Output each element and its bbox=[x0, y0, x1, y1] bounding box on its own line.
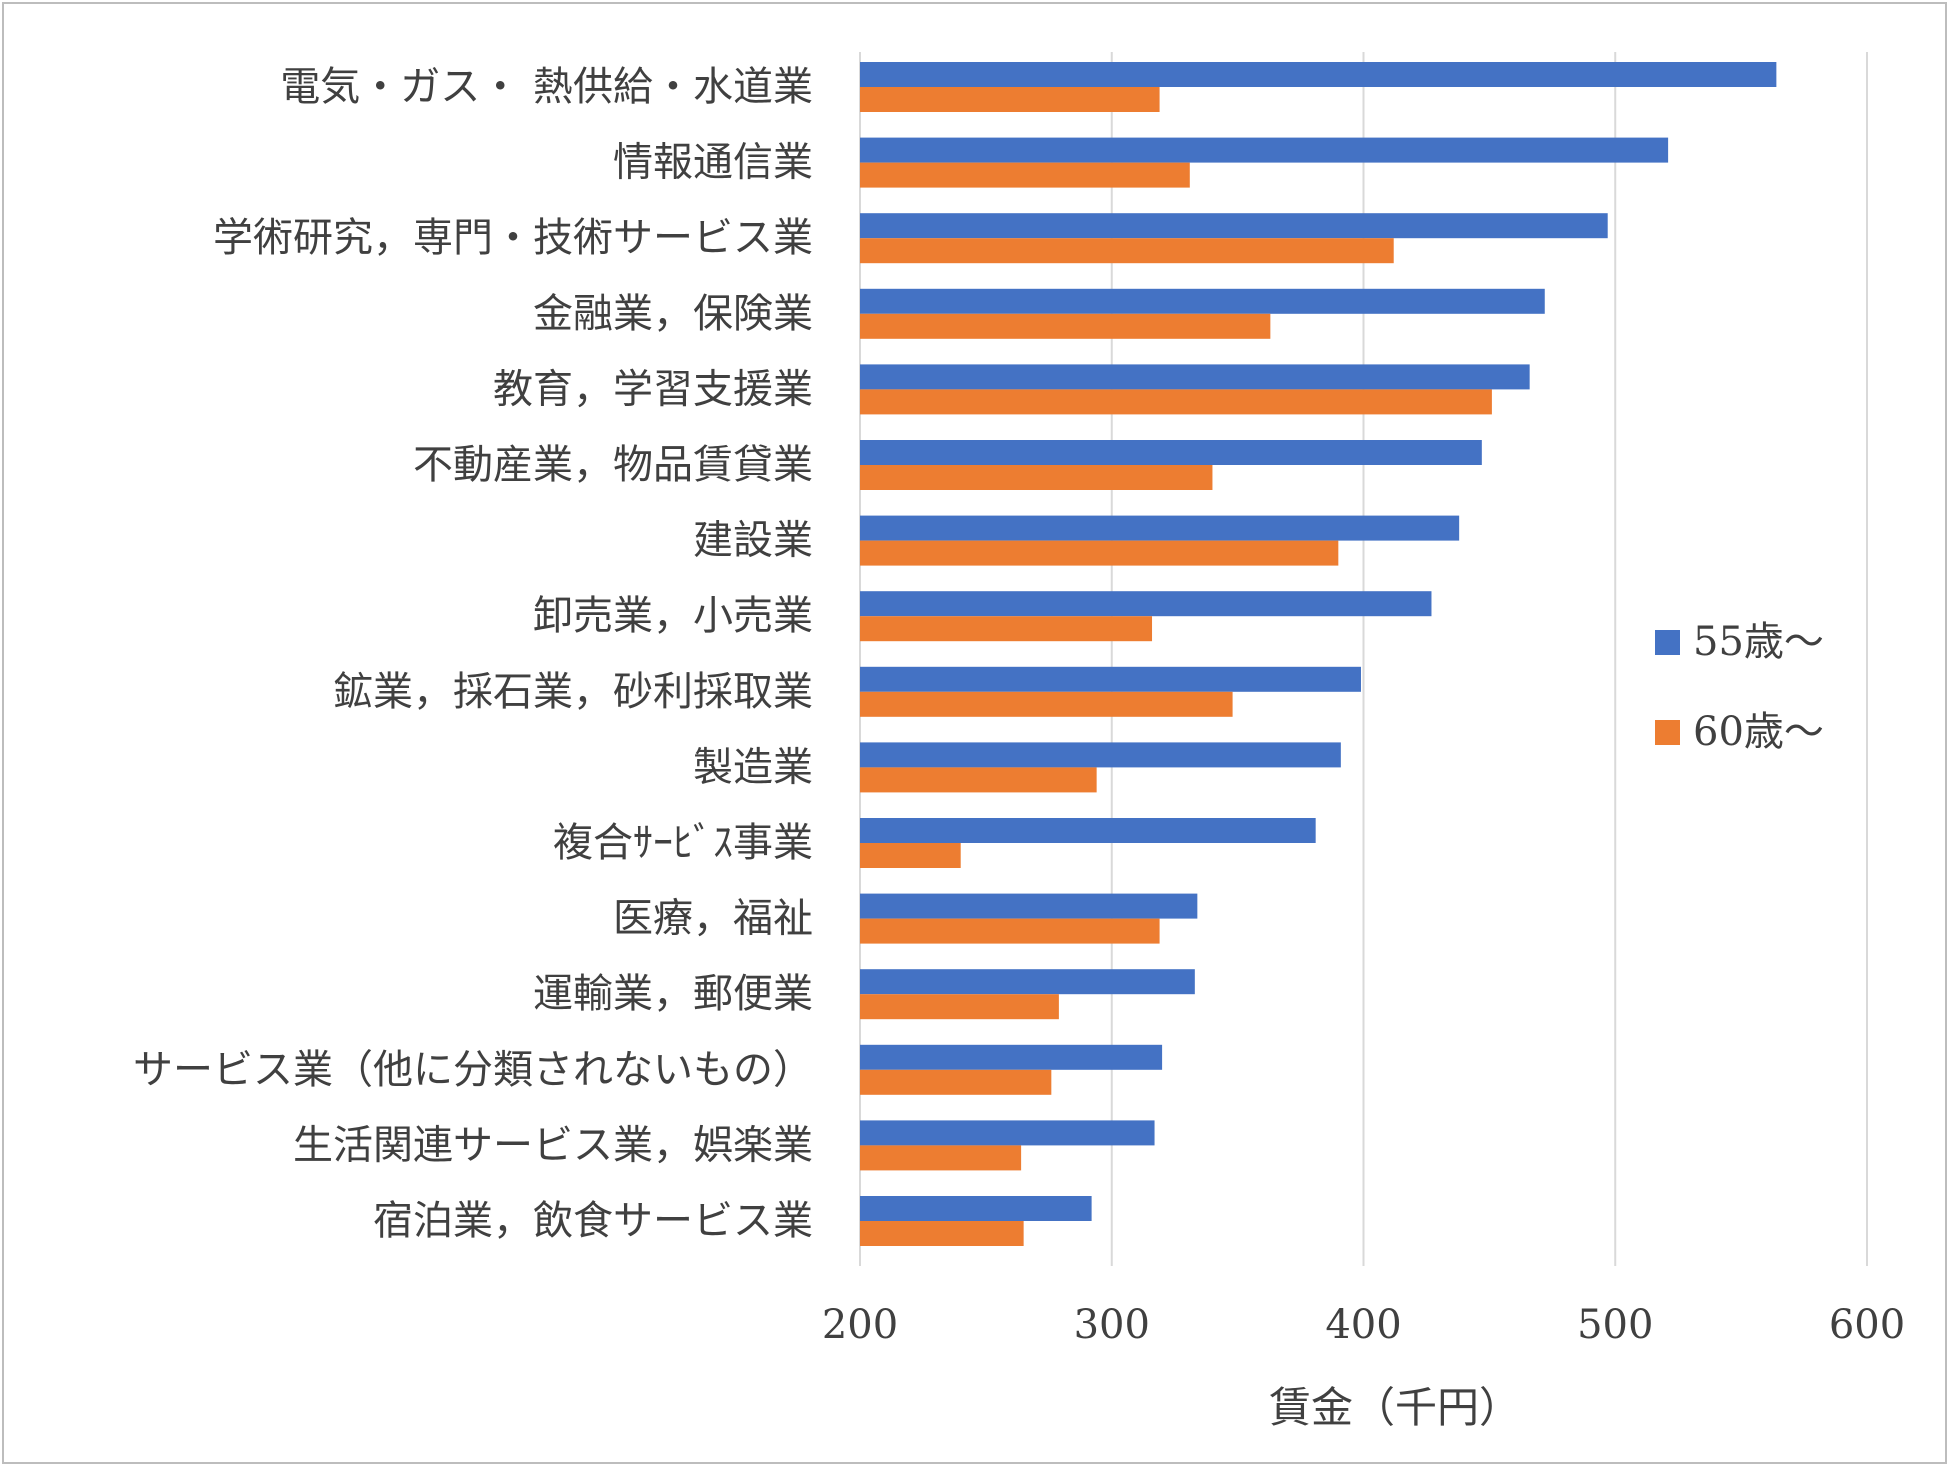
category-label: 生活関連サービス業，娯楽業 bbox=[293, 1122, 813, 1168]
bar-series-2 bbox=[860, 162, 1190, 188]
legend: 55歳～ 60歳～ bbox=[1655, 619, 1824, 755]
category-label: 情報通信業 bbox=[613, 140, 813, 186]
bar-series-1 bbox=[860, 440, 1482, 465]
bar-series-1 bbox=[860, 1044, 1163, 1070]
bar-series-1 bbox=[860, 1196, 1092, 1221]
bar-series-2 bbox=[860, 691, 1233, 717]
x-tick-label-500: 500 bbox=[1577, 1302, 1653, 1348]
x-tick-label-200: 200 bbox=[822, 1302, 898, 1348]
category-label: サービス業（他に分類されないもの） bbox=[133, 1047, 813, 1093]
bar-series-2 bbox=[860, 238, 1394, 264]
category-label: 医療，福祉 bbox=[613, 896, 813, 942]
category-label: 卸売業，小売業 bbox=[533, 593, 813, 639]
bar-series-1 bbox=[860, 515, 1460, 541]
bars bbox=[860, 62, 1777, 1246]
bar-series-2 bbox=[860, 994, 1059, 1020]
bar-series-1 bbox=[860, 893, 1198, 919]
bar-series-1 bbox=[860, 742, 1341, 768]
x-tick-label-300: 300 bbox=[1074, 1302, 1150, 1348]
bar-series-2 bbox=[860, 389, 1492, 415]
x-axis-title: 賃金（千円） bbox=[1269, 1383, 1521, 1432]
bar-series-1 bbox=[860, 288, 1545, 314]
category-label: 学術研究，専門・技術サービス業 bbox=[213, 215, 813, 261]
bar-series-2 bbox=[860, 87, 1160, 112]
category-label: 運輸業，郵便業 bbox=[533, 971, 813, 1017]
bar-series-1 bbox=[860, 137, 1669, 163]
bar-series-1 bbox=[860, 818, 1316, 843]
category-label: 電気・ガス・ 熱供給・水道業 bbox=[280, 64, 813, 110]
x-tick-label-600: 600 bbox=[1829, 1302, 1905, 1348]
bar-series-1 bbox=[860, 364, 1530, 390]
legend-swatch-1 bbox=[1655, 630, 1680, 655]
category-label: 教育，学習支援業 bbox=[493, 366, 813, 412]
x-tick-labels: 200 300 400 500 600 bbox=[822, 1302, 1905, 1348]
category-label: 鉱業，採石業，砂利採取業 bbox=[333, 669, 813, 715]
bar-series-1 bbox=[860, 969, 1195, 995]
bar-series-2 bbox=[860, 465, 1213, 490]
category-label: 製造業 bbox=[693, 744, 813, 790]
bar-series-2 bbox=[860, 1145, 1022, 1171]
category-label: 複合ｻｰﾋﾞｽ事業 bbox=[553, 820, 813, 866]
bar-series-1 bbox=[860, 591, 1432, 617]
bar-series-1 bbox=[860, 1120, 1155, 1146]
bar-series-1 bbox=[860, 666, 1361, 692]
category-label: 不動産業，物品賃貸業 bbox=[413, 442, 813, 488]
category-label: 建設業 bbox=[693, 518, 813, 564]
bar-series-2 bbox=[860, 1221, 1024, 1246]
bar-series-1 bbox=[860, 213, 1608, 239]
bar-series-2 bbox=[860, 540, 1339, 566]
legend-label-2: 60歳～ bbox=[1693, 709, 1824, 755]
category-label: 金融業，保険業 bbox=[533, 291, 813, 337]
bar-series-2 bbox=[860, 616, 1153, 642]
legend-swatch-2 bbox=[1655, 720, 1680, 745]
category-label: 宿泊業，飲食サービス業 bbox=[373, 1198, 813, 1244]
bar-series-2 bbox=[860, 313, 1271, 339]
category-labels: 電気・ガス・ 熱供給・水道業情報通信業学術研究，専門・技術サービス業金融業，保険… bbox=[133, 64, 813, 1244]
x-tick-label-400: 400 bbox=[1325, 1302, 1401, 1348]
bar-series-1 bbox=[860, 62, 1777, 87]
legend-label-1: 55歳～ bbox=[1693, 619, 1824, 665]
bar-series-2 bbox=[860, 843, 961, 868]
bar-series-2 bbox=[860, 1069, 1052, 1095]
bar-series-2 bbox=[860, 767, 1097, 793]
bar-series-2 bbox=[860, 918, 1160, 944]
